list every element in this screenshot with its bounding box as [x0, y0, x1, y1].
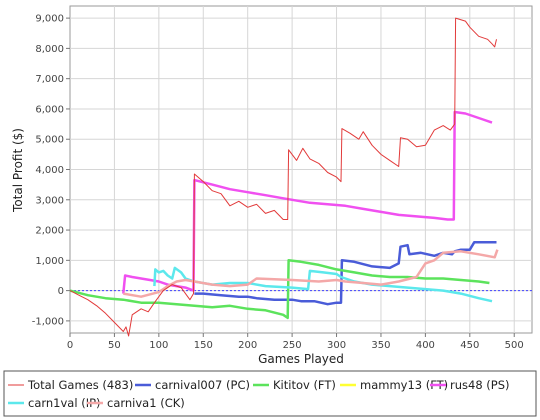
y-tick-label: 0	[58, 286, 64, 297]
legend-label: Kititov (FT)	[273, 378, 336, 392]
x-tick-label: 250	[283, 340, 302, 351]
x-tick-label: 400	[416, 340, 435, 351]
legend-label: carn1val (IP)	[28, 396, 101, 410]
series-line	[69, 259, 490, 320]
y-tick-label: -1,000	[32, 316, 64, 327]
y-tick-label: 4,000	[35, 165, 64, 176]
series-line	[194, 240, 497, 306]
x-tick-label: 450	[460, 340, 479, 351]
y-tick-label: 8,000	[35, 44, 64, 55]
y-tick-label: 5,000	[35, 135, 64, 146]
y-tick-label: 1,000	[35, 256, 64, 267]
legend-label: Total Games (483)	[27, 378, 133, 392]
y-tick-label: 6,000	[35, 104, 64, 115]
x-tick-label: 300	[327, 340, 346, 351]
x-axis-title: Games Played	[258, 352, 344, 366]
legend-label: carniva1 (CK)	[107, 396, 185, 410]
legend-label: rus48 (PS)	[450, 378, 510, 392]
y-tick-label: 2,000	[35, 226, 64, 237]
y-tick-label: 9,000	[35, 14, 64, 25]
legend: Total Games (483) carnival007 (PC) Kititov…	[3, 370, 537, 417]
legend-label: mammy13 (FT)	[360, 378, 448, 392]
axes	[66, 17, 532, 337]
gridlines	[70, 6, 532, 333]
x-tick-label: 500	[505, 340, 524, 351]
legend-box	[3, 370, 537, 417]
y-tick-label: 7,000	[35, 74, 64, 85]
tick-labels: 0 50 100 150 200 250 300 350 400 450 500 -1,000 0 1,0…	[32, 14, 524, 351]
series-line	[153, 266, 493, 303]
series-line	[123, 249, 499, 298]
x-tick-label: 200	[238, 340, 257, 351]
y-tick-label: 3,000	[35, 195, 64, 206]
x-tick-label: 50	[108, 340, 121, 351]
legend-label: carnival007 (PC)	[155, 378, 250, 392]
y-axis-title: Total Profit ($)	[11, 128, 25, 213]
series-lines	[69, 17, 499, 337]
series-line	[69, 17, 497, 337]
x-tick-label: 100	[149, 340, 168, 351]
x-tick-label: 0	[67, 340, 73, 351]
x-tick-label: 150	[194, 340, 213, 351]
x-tick-label: 350	[371, 340, 390, 351]
